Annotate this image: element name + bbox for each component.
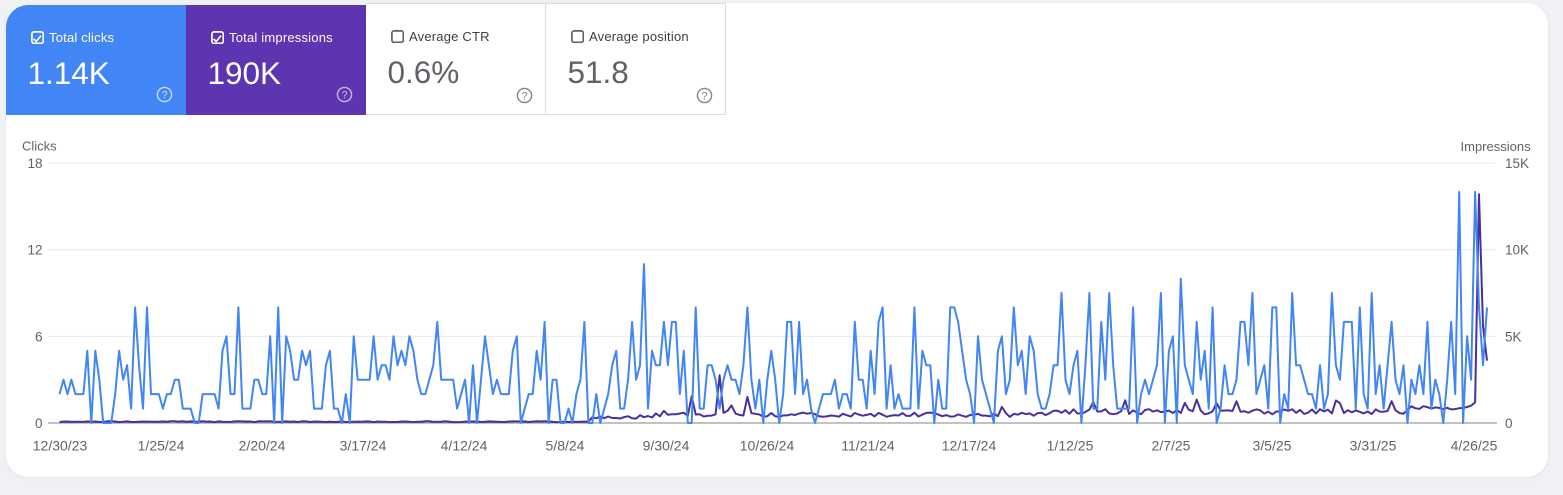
svg-text:5K: 5K — [1505, 329, 1522, 344]
svg-text:Impressions: Impressions — [1461, 139, 1532, 154]
svg-text:3/17/24: 3/17/24 — [340, 438, 387, 454]
svg-text:1/25/24: 1/25/24 — [138, 438, 185, 454]
svg-text:?: ? — [521, 90, 527, 102]
svg-text:10K: 10K — [1505, 243, 1529, 258]
svg-text:?: ? — [342, 89, 348, 101]
svg-text:9/30/24: 9/30/24 — [643, 438, 690, 454]
svg-text:Clicks: Clicks — [22, 139, 57, 154]
svg-text:12/30/23: 12/30/23 — [33, 438, 88, 454]
svg-text:10/26/24: 10/26/24 — [740, 438, 795, 454]
svg-text:0: 0 — [1505, 416, 1513, 431]
svg-text:1/12/25: 1/12/25 — [1047, 438, 1094, 454]
svg-text:0: 0 — [35, 416, 43, 431]
svg-text:?: ? — [162, 89, 168, 101]
svg-text:?: ? — [701, 90, 707, 102]
svg-text:18: 18 — [27, 156, 42, 171]
svg-text:3/5/25: 3/5/25 — [1253, 438, 1292, 454]
svg-text:5/8/24: 5/8/24 — [546, 438, 585, 454]
svg-text:15K: 15K — [1505, 156, 1529, 171]
svg-text:2/20/24: 2/20/24 — [239, 438, 286, 454]
svg-text:12: 12 — [27, 243, 42, 258]
svg-text:6: 6 — [35, 329, 43, 344]
svg-text:2/7/25: 2/7/25 — [1152, 438, 1191, 454]
svg-text:4/26/25: 4/26/25 — [1451, 438, 1498, 454]
svg-text:3/31/25: 3/31/25 — [1350, 438, 1397, 454]
svg-text:11/21/24: 11/21/24 — [841, 438, 895, 454]
svg-text:12/17/24: 12/17/24 — [942, 438, 997, 454]
svg-text:4/12/24: 4/12/24 — [441, 438, 488, 454]
